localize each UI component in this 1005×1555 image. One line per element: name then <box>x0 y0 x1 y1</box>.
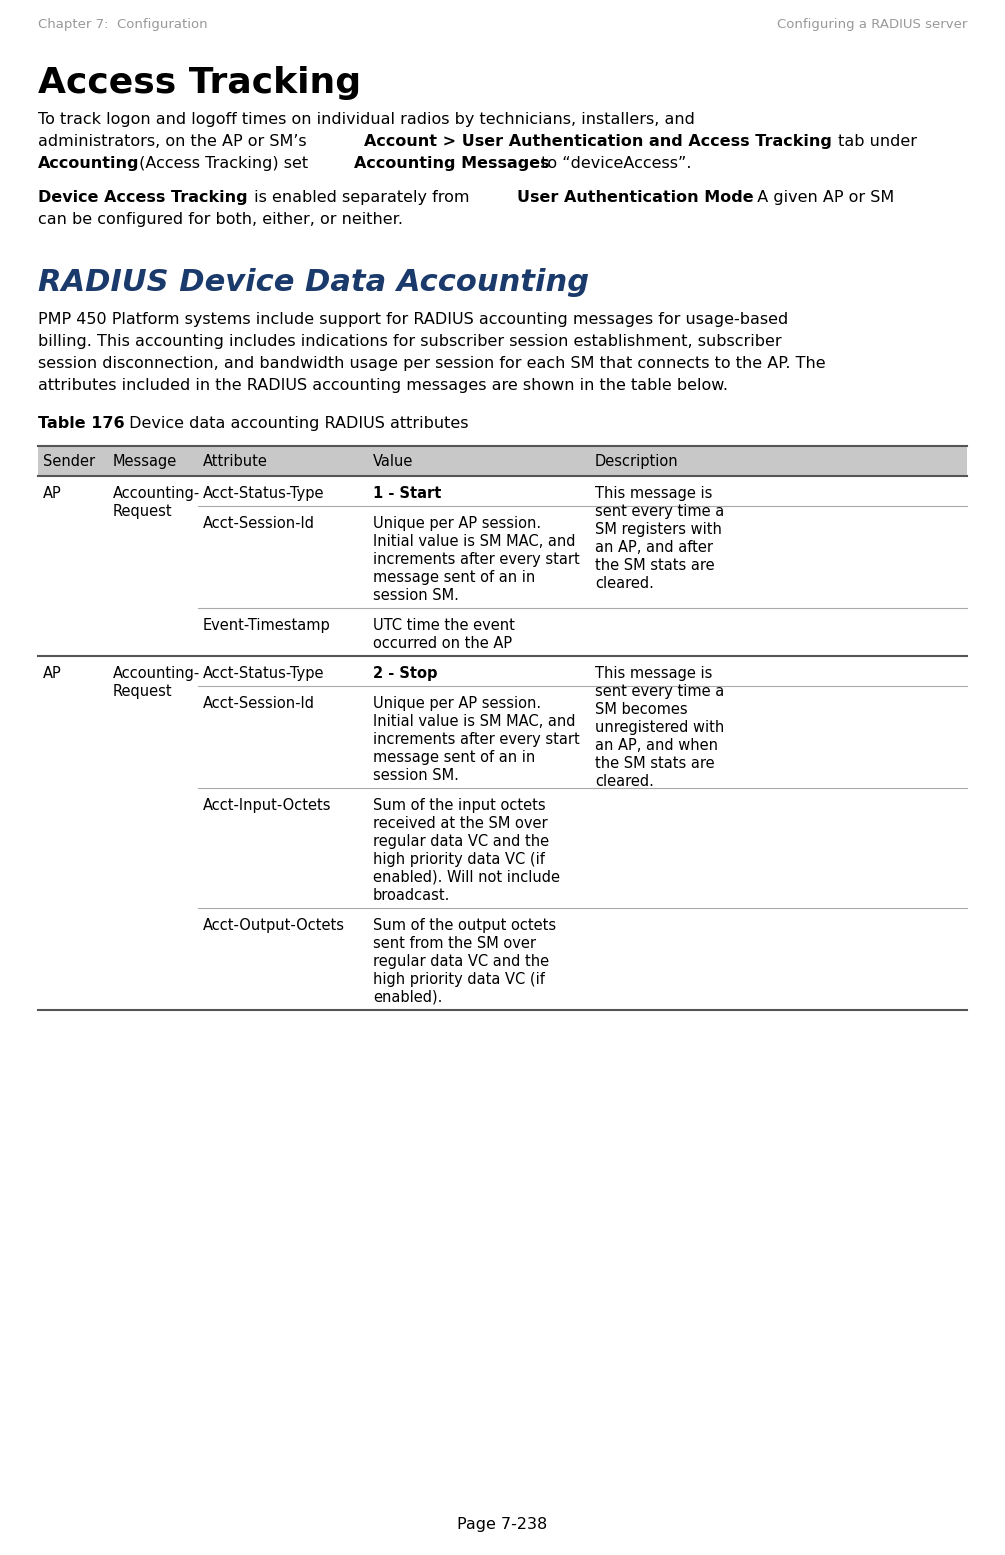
Text: Description: Description <box>595 454 678 470</box>
Text: Acct-Status-Type: Acct-Status-Type <box>203 487 325 501</box>
Text: can be configured for both, either, or neither.: can be configured for both, either, or n… <box>38 211 403 227</box>
Text: . A given AP or SM: . A given AP or SM <box>747 190 894 205</box>
Text: Unique per AP session.: Unique per AP session. <box>373 516 541 530</box>
Text: SM registers with: SM registers with <box>595 522 722 536</box>
Text: Access Tracking: Access Tracking <box>38 65 361 100</box>
Text: session disconnection, and bandwidth usage per session for each SM that connects: session disconnection, and bandwidth usa… <box>38 356 826 372</box>
Text: PMP 450 Platform systems include support for RADIUS accounting messages for usag: PMP 450 Platform systems include support… <box>38 313 788 327</box>
Text: broadcast.: broadcast. <box>373 888 450 903</box>
Text: Request: Request <box>113 504 173 519</box>
Text: Request: Request <box>113 684 173 700</box>
Text: Acct-Status-Type: Acct-Status-Type <box>203 666 325 681</box>
Text: Event-Timestamp: Event-Timestamp <box>203 617 331 633</box>
Text: Device data accounting RADIUS attributes: Device data accounting RADIUS attributes <box>125 417 468 431</box>
Text: Configuring a RADIUS server: Configuring a RADIUS server <box>777 19 967 31</box>
Text: Table 176: Table 176 <box>38 417 125 431</box>
Text: Accounting-: Accounting- <box>113 666 200 681</box>
Text: Sum of the output octets: Sum of the output octets <box>373 917 556 933</box>
Text: increments after every start: increments after every start <box>373 732 580 746</box>
Text: Value: Value <box>373 454 413 470</box>
Text: an AP, and when: an AP, and when <box>595 739 718 753</box>
Text: Sender: Sender <box>43 454 95 470</box>
Text: increments after every start: increments after every start <box>373 552 580 568</box>
Text: unregistered with: unregistered with <box>595 720 725 736</box>
Text: enabled).: enabled). <box>373 991 442 1005</box>
Text: RADIUS Device Data Accounting: RADIUS Device Data Accounting <box>38 267 589 297</box>
Text: cleared.: cleared. <box>595 575 654 591</box>
Text: attributes included in the RADIUS accounting messages are shown in the table bel: attributes included in the RADIUS accoun… <box>38 378 728 393</box>
Text: 1 - Start: 1 - Start <box>373 487 441 501</box>
Text: Chapter 7:  Configuration: Chapter 7: Configuration <box>38 19 208 31</box>
Text: 2 - Stop: 2 - Stop <box>373 666 437 681</box>
Text: tab under: tab under <box>833 134 918 149</box>
Text: Unique per AP session.: Unique per AP session. <box>373 697 541 711</box>
Text: the SM stats are: the SM stats are <box>595 558 715 572</box>
Text: occurred on the AP: occurred on the AP <box>373 636 513 652</box>
Text: AP: AP <box>43 487 61 501</box>
Text: sent every time a: sent every time a <box>595 684 725 700</box>
Text: User Authentication Mode: User Authentication Mode <box>518 190 754 205</box>
Bar <box>38 446 967 476</box>
Text: Initial value is SM MAC, and: Initial value is SM MAC, and <box>373 714 576 729</box>
Text: Acct-Input-Octets: Acct-Input-Octets <box>203 798 332 813</box>
Text: session SM.: session SM. <box>373 768 459 784</box>
Text: billing. This accounting includes indications for subscriber session establishme: billing. This accounting includes indica… <box>38 334 782 348</box>
Text: received at the SM over: received at the SM over <box>373 816 548 830</box>
Text: SM becomes: SM becomes <box>595 701 687 717</box>
Text: to “deviceAccess”.: to “deviceAccess”. <box>537 156 691 171</box>
Text: Page 7-238: Page 7-238 <box>457 1518 548 1533</box>
Text: Acct-Output-Octets: Acct-Output-Octets <box>203 917 345 933</box>
Text: Acct-Session-Id: Acct-Session-Id <box>203 516 315 530</box>
Text: Accounting: Accounting <box>38 156 140 171</box>
Text: Message: Message <box>113 454 177 470</box>
Text: regular data VC and the: regular data VC and the <box>373 955 549 969</box>
Text: This message is: This message is <box>595 487 713 501</box>
Text: Acct-Session-Id: Acct-Session-Id <box>203 697 315 711</box>
Text: high priority data VC (if: high priority data VC (if <box>373 852 545 868</box>
Text: sent from the SM over: sent from the SM over <box>373 936 536 952</box>
Text: Attribute: Attribute <box>203 454 268 470</box>
Text: This message is: This message is <box>595 666 713 681</box>
Text: session SM.: session SM. <box>373 588 459 603</box>
Text: message sent of an in: message sent of an in <box>373 750 536 765</box>
Text: an AP, and after: an AP, and after <box>595 540 713 555</box>
Text: administrators, on the AP or SM’s: administrators, on the AP or SM’s <box>38 134 312 149</box>
Text: Device Access Tracking: Device Access Tracking <box>38 190 247 205</box>
Text: Accounting Messages: Accounting Messages <box>354 156 550 171</box>
Text: enabled). Will not include: enabled). Will not include <box>373 869 560 885</box>
Text: sent every time a: sent every time a <box>595 504 725 519</box>
Text: is enabled separately from: is enabled separately from <box>249 190 474 205</box>
Text: Account > User Authentication and Access Tracking: Account > User Authentication and Access… <box>364 134 832 149</box>
Text: UTC time the event: UTC time the event <box>373 617 515 633</box>
Text: high priority data VC (if: high priority data VC (if <box>373 972 545 987</box>
Text: message sent of an in: message sent of an in <box>373 571 536 585</box>
Text: Sum of the input octets: Sum of the input octets <box>373 798 546 813</box>
Text: the SM stats are: the SM stats are <box>595 756 715 771</box>
Text: (Access Tracking) set: (Access Tracking) set <box>134 156 314 171</box>
Text: cleared.: cleared. <box>595 774 654 788</box>
Text: To track logon and logoff times on individual radios by technicians, installers,: To track logon and logoff times on indiv… <box>38 112 694 128</box>
Text: AP: AP <box>43 666 61 681</box>
Text: Accounting-: Accounting- <box>113 487 200 501</box>
Text: Initial value is SM MAC, and: Initial value is SM MAC, and <box>373 533 576 549</box>
Text: regular data VC and the: regular data VC and the <box>373 833 549 849</box>
